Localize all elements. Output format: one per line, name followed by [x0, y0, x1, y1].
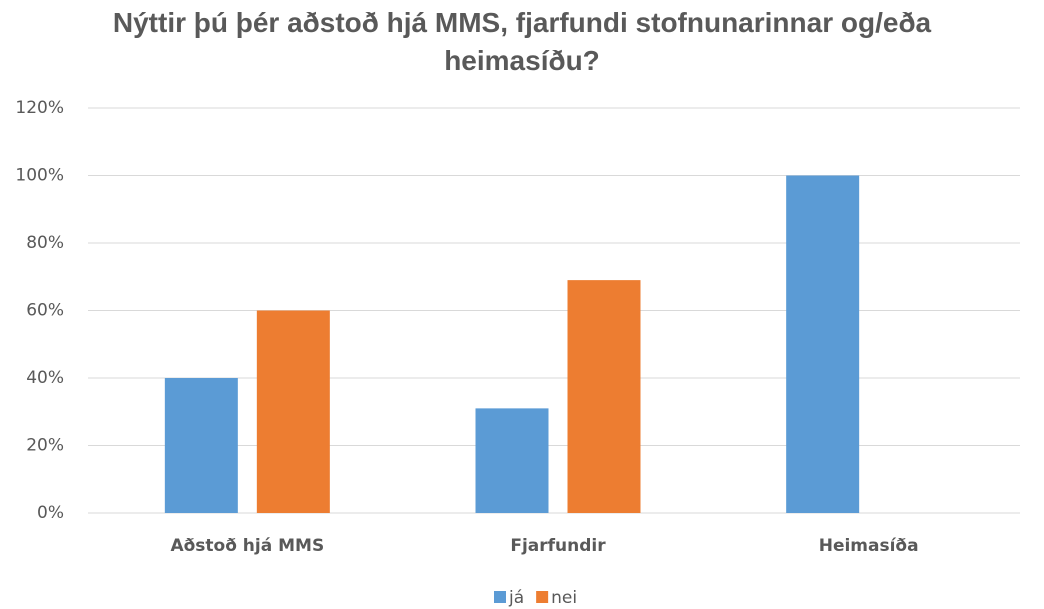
- x-tick-label: Heimasíða: [819, 536, 919, 556]
- y-tick-label: 100%: [15, 166, 64, 186]
- x-tick-label: Aðstoð hjá MMS: [170, 536, 324, 556]
- legend-swatch: [536, 591, 549, 603]
- y-tick-label: 120%: [15, 98, 64, 118]
- legend-label: já: [508, 588, 524, 608]
- bar: [256, 310, 330, 513]
- bar: [475, 408, 549, 513]
- legend-swatch: [494, 591, 506, 603]
- y-tick-label: 80%: [26, 233, 64, 253]
- y-tick-label: 20%: [26, 436, 64, 456]
- y-tick-label: 0%: [37, 503, 64, 523]
- bar: [786, 175, 860, 513]
- chart-title: Nýttir þú þér aðstoð hjá MMS, fjarfundi …: [112, 7, 932, 76]
- legend-label: nei: [551, 588, 577, 608]
- bar: [164, 378, 238, 513]
- y-tick-label: 40%: [26, 368, 64, 388]
- y-tick-label: 60%: [26, 301, 64, 321]
- bar: [567, 280, 641, 513]
- x-tick-label: Fjarfundir: [510, 536, 606, 556]
